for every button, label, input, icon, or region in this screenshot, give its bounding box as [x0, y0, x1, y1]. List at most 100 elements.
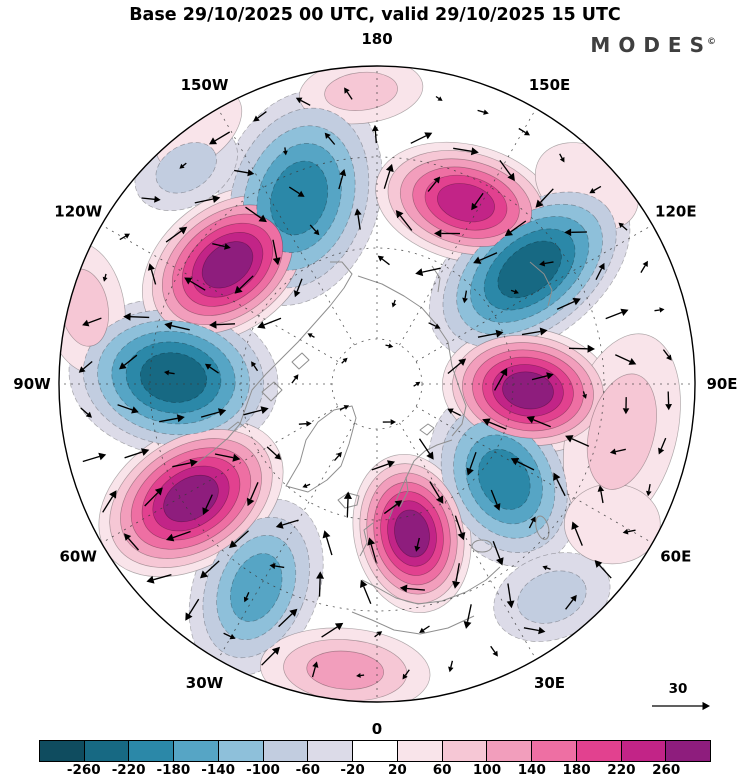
wind-arrow-shaft — [455, 563, 460, 582]
wind-arrow-head — [542, 565, 548, 571]
wind-arrow-head — [166, 533, 175, 542]
wind-arrow-head — [307, 333, 313, 338]
coastline — [285, 405, 357, 493]
negative-anomaly-band — [139, 352, 208, 403]
wind-arrow-shaft — [144, 492, 159, 507]
wind-arrow-head — [164, 370, 170, 376]
wind-arrow-head — [402, 673, 408, 680]
wind-arrow-head — [594, 560, 603, 568]
wind-arrow-head — [343, 405, 350, 410]
wind-arrow-shaft — [533, 419, 551, 428]
colorbar-tick-label: 140 — [517, 762, 546, 778]
wind-arrow-head — [391, 302, 397, 308]
wind-arrow-head — [209, 320, 217, 329]
wind-arrow-head — [282, 150, 288, 156]
wind-arrow-shaft — [243, 409, 262, 416]
wind-arrow-head — [524, 130, 530, 136]
wind-arrow-shaft — [172, 462, 191, 468]
coastline — [227, 421, 247, 431]
chart-title: Base 29/10/2025 00 UTC, valid 29/10/2025… — [129, 5, 621, 25]
wind-arrow-head — [394, 500, 403, 508]
wind-arrow-head — [184, 277, 193, 285]
colorbar-tick-label: 260 — [652, 762, 681, 778]
wind-arrow-head — [572, 297, 581, 306]
wind-arrow-head — [306, 420, 312, 427]
wind-arrow-shaft — [214, 131, 231, 142]
wind-arrow-shaft — [102, 496, 114, 513]
wind-arrow-head — [526, 416, 535, 424]
wind-arrow-shaft — [233, 169, 249, 174]
wind-arrow-head — [313, 229, 320, 236]
colorbar-segment — [665, 741, 711, 761]
wind-arrow-head — [388, 343, 394, 349]
coastline — [195, 261, 353, 465]
wind-arrow-shaft — [333, 455, 340, 462]
latitude-circle — [149, 156, 605, 612]
wind-arrow-shaft — [492, 540, 501, 559]
wind-arrow-shaft — [171, 325, 190, 331]
wind-arrow-head — [589, 188, 596, 194]
colorbar-segment — [217, 741, 263, 761]
wind-arrow-head — [493, 503, 501, 511]
wind-arrow-shaft — [278, 613, 293, 628]
wind-arrow-shaft — [214, 453, 234, 459]
wind-arrow-shaft — [648, 483, 651, 492]
wind-arrow-shaft — [490, 489, 498, 505]
wind-arrow-shaft — [234, 530, 249, 544]
wind-arrow-shaft — [447, 362, 462, 375]
colorbar-tick-label: -220 — [111, 762, 146, 778]
colorbar-tick-label: 220 — [607, 762, 636, 778]
wind-arrow-shaft — [212, 243, 225, 248]
wind-arrow-shaft — [327, 136, 336, 145]
longitude-label-90E: 90E — [706, 375, 737, 393]
wind-arrow-shaft — [393, 299, 396, 304]
colorbar-segment — [396, 741, 442, 761]
negative-anomaly-band — [517, 570, 587, 624]
wind-arrow-shaft — [363, 586, 372, 604]
wind-arrow-head — [414, 545, 421, 552]
wind-arrow-head — [377, 255, 384, 262]
wind-arrow-shaft — [296, 278, 303, 292]
wind-arrow-head — [154, 487, 163, 496]
wind-arrow-head — [302, 483, 308, 488]
wind-arrow-head — [247, 169, 255, 177]
wind-arrow-shaft — [172, 530, 191, 539]
wind-arrow-head — [496, 557, 504, 566]
wind-arrow-head — [559, 157, 565, 163]
wind-arrow-shaft — [540, 188, 554, 203]
wind-arrow-head — [295, 97, 303, 104]
wind-arrow-shaft — [499, 160, 512, 176]
coastline — [388, 439, 453, 520]
wind-arrow-head — [367, 537, 376, 546]
wind-arrow-head — [395, 210, 404, 219]
coastline — [357, 275, 467, 437]
wind-arrow-head — [646, 490, 652, 497]
graticule — [59, 66, 695, 702]
longitude-label-150W: 150W — [181, 76, 229, 94]
wind-arrow-shaft — [416, 537, 420, 547]
wind-arrow-shaft — [556, 300, 575, 310]
wind-arrow-head — [324, 132, 331, 139]
wind-arrow-head — [257, 321, 266, 329]
wind-arrow-shaft — [605, 311, 623, 320]
colorbar-tick-label: 100 — [472, 762, 502, 778]
wind-arrow-shaft — [559, 153, 563, 159]
latitude-circle — [331, 338, 423, 430]
wind-arrow-shaft — [565, 599, 574, 610]
positive-anomaly-band — [394, 509, 430, 558]
wind-arrow-head — [546, 372, 554, 380]
wind-arrow-head — [424, 132, 433, 140]
wind-arrow-shaft — [466, 604, 472, 622]
wind-arrow-shaft — [245, 206, 262, 219]
modes-logo: MODES© — [590, 33, 716, 57]
wind-arrow-shaft — [141, 197, 155, 200]
wind-arrow-head — [212, 195, 221, 203]
wind-arrow-head — [253, 115, 260, 122]
wind-arrow-shaft — [598, 564, 612, 579]
map-boundary — [58, 65, 696, 703]
wind-arrow-shaft — [123, 354, 138, 366]
wind-arrow-shaft — [150, 269, 157, 285]
wind-arrow-shaft — [82, 455, 100, 463]
wind-arrow-head — [702, 701, 710, 711]
wind-arrow-head — [628, 358, 637, 365]
